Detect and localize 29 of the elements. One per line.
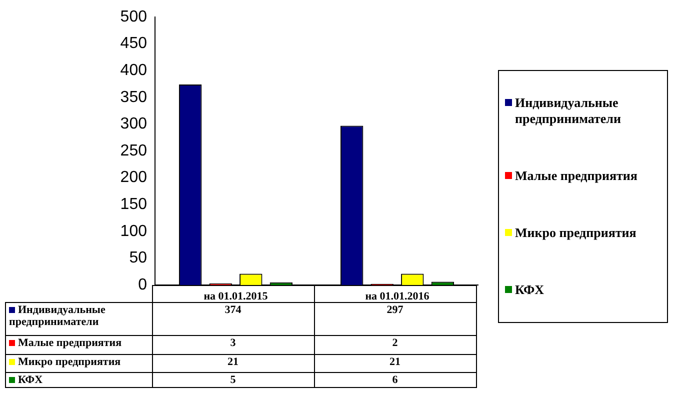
data-label: 3: [152, 336, 314, 354]
data-label: 297: [314, 302, 476, 336]
text: Малые предприятия: [515, 168, 638, 184]
data-label: 2: [314, 336, 476, 354]
y-tick-label: 400: [120, 62, 148, 80]
y-tick-label: 200: [120, 169, 148, 186]
legend-label: КФХ: [515, 282, 544, 298]
y-tick-label: 50: [129, 250, 148, 267]
y-tick-label: 500: [120, 8, 148, 26]
y-tick-label: 250: [120, 142, 148, 160]
y-tick-label: 150: [120, 196, 148, 214]
data-label: 5: [152, 372, 314, 388]
y-tick-label: 300: [120, 116, 148, 133]
data-label: 21: [314, 354, 476, 372]
x-tick-label: на 01.01.2016: [365, 290, 430, 302]
legend-label: Индивидуальные предприниматели: [6, 302, 152, 336]
data-label: 6: [314, 372, 476, 388]
text: КФХ: [18, 374, 43, 386]
text: Микро предприятия: [18, 356, 121, 368]
x-tick-label: на 01.01.2015: [204, 290, 268, 302]
y-tick-label: 0: [138, 276, 148, 294]
legend-label: Микро предприятия: [515, 224, 636, 241]
data-label: 374: [152, 302, 314, 336]
text: Индивидуальные предприниматели: [515, 95, 621, 126]
legend-label: Малые предприятия: [6, 336, 152, 354]
data-label: 21: [152, 354, 314, 372]
y-tick-label: 450: [120, 35, 148, 52]
y-tick-label: 100: [120, 222, 148, 240]
y-tick-label: 350: [120, 88, 148, 106]
